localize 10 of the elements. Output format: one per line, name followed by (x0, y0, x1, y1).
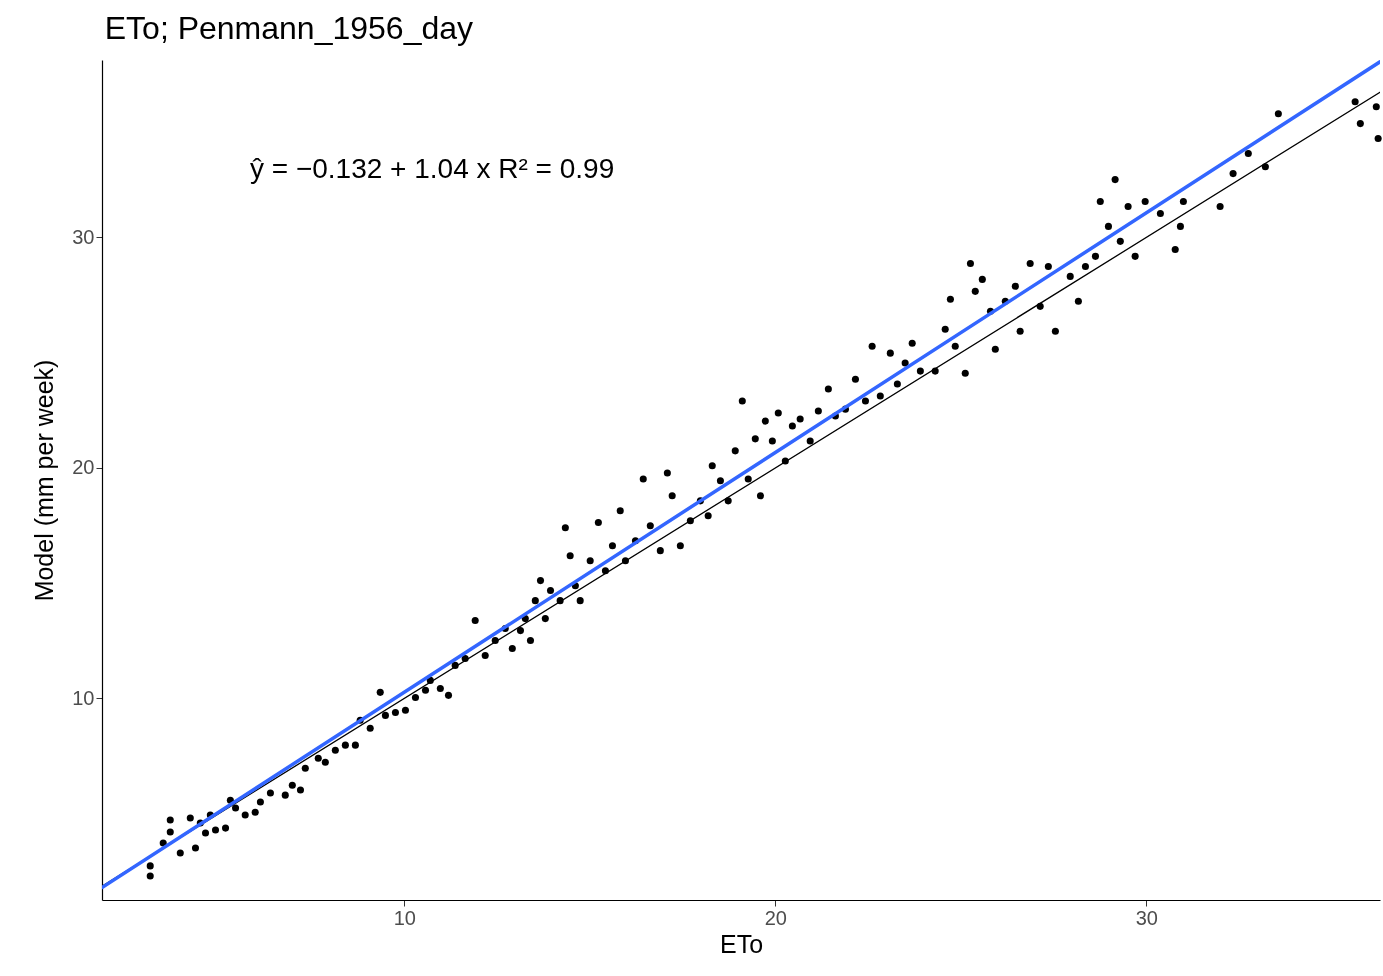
y-tick-label: 10 (72, 686, 95, 709)
chart-title: ETo; Penmann_1956_day (104, 10, 474, 46)
x-axis-title: ETo (719, 929, 764, 958)
x-tick-label: 10 (393, 906, 416, 929)
annotation: ŷ = −0.132 + 1.04 x R² = 0.99 (250, 153, 615, 184)
y-axis-title: Model (mm per week) (30, 359, 59, 602)
x-tick-label: 20 (764, 906, 787, 929)
y-tick-label: 30 (72, 225, 95, 248)
y-tick-label: 20 (72, 456, 95, 479)
x-tick-label: 30 (1135, 906, 1158, 929)
